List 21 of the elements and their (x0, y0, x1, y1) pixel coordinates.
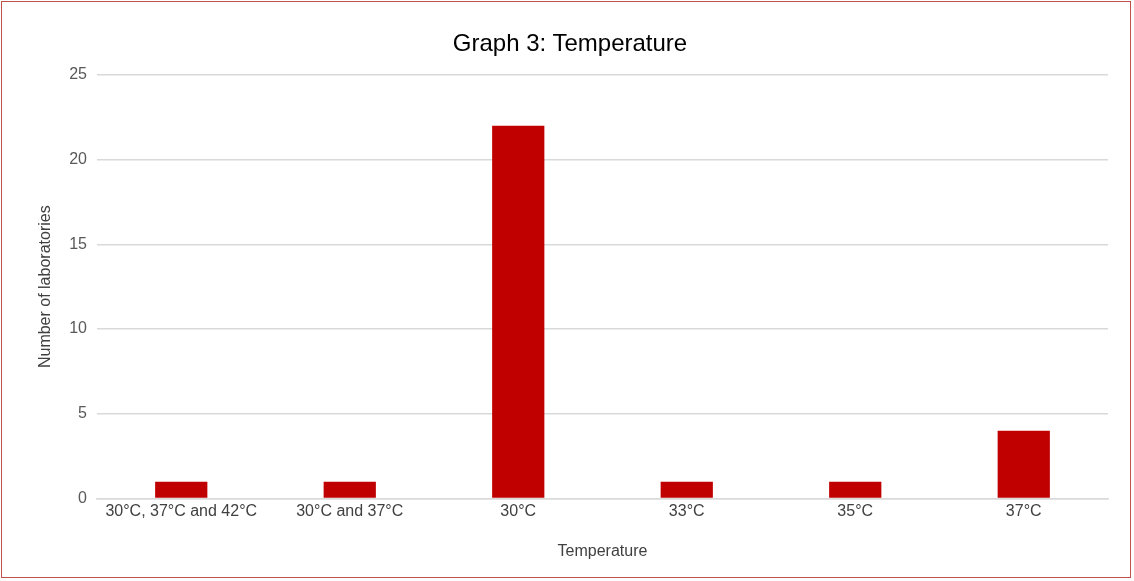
y-tick-label: 25 (69, 65, 88, 83)
y-tick-label: 0 (78, 489, 88, 507)
y-tick-label: 20 (69, 149, 88, 167)
x-axis-title: Temperature (557, 541, 648, 559)
x-tick-label: 30°C and 37°C (296, 501, 404, 519)
chart-title: Graph 3: Temperature (452, 29, 688, 57)
x-tick-label: 37°C (1005, 501, 1042, 519)
x-tick-label: 30°C (500, 501, 537, 519)
x-tick-label: 35°C (837, 501, 874, 519)
bar (829, 481, 882, 498)
bar (997, 430, 1050, 498)
bar (323, 481, 376, 498)
y-tick-label: 10 (69, 319, 88, 337)
y-tick-label: 5 (78, 404, 88, 422)
y-axis-title: Number of laboratories (36, 205, 54, 369)
bar (492, 125, 545, 498)
x-tick-label: 30°C, 37°C and 42°C (105, 501, 258, 519)
bar (660, 481, 713, 498)
y-tick-label: 15 (69, 234, 88, 252)
bar (155, 481, 208, 498)
x-tick-label: 33°C (668, 501, 705, 519)
